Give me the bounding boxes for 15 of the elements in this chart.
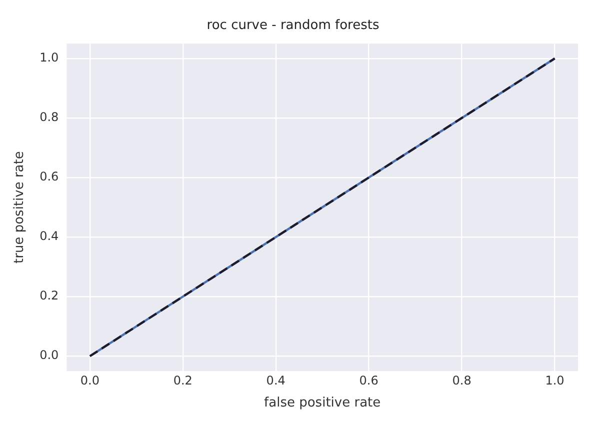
x-axis-title: false positive rate xyxy=(264,396,381,411)
x-tick-label: 0.4 xyxy=(266,373,286,388)
y-tick-label: 0.4 xyxy=(40,229,59,244)
y-tick-label: 0.2 xyxy=(40,288,59,303)
x-tick-label: 0.6 xyxy=(359,373,378,388)
chart-title: roc curve - random forests xyxy=(206,18,380,34)
x-tick-label: 1.0 xyxy=(545,373,564,388)
y-tick-label: 1.0 xyxy=(40,50,59,65)
y-tick-label: 0.6 xyxy=(40,170,59,184)
x-tick-label: 0.2 xyxy=(173,373,192,388)
y-axis-title: true positive rate xyxy=(12,151,28,264)
x-tick-label: 0.8 xyxy=(452,373,472,388)
x-tick-label: 0.0 xyxy=(80,373,100,388)
y-tick-label: 0.8 xyxy=(40,110,59,124)
y-tick-label: 0.0 xyxy=(40,348,59,362)
